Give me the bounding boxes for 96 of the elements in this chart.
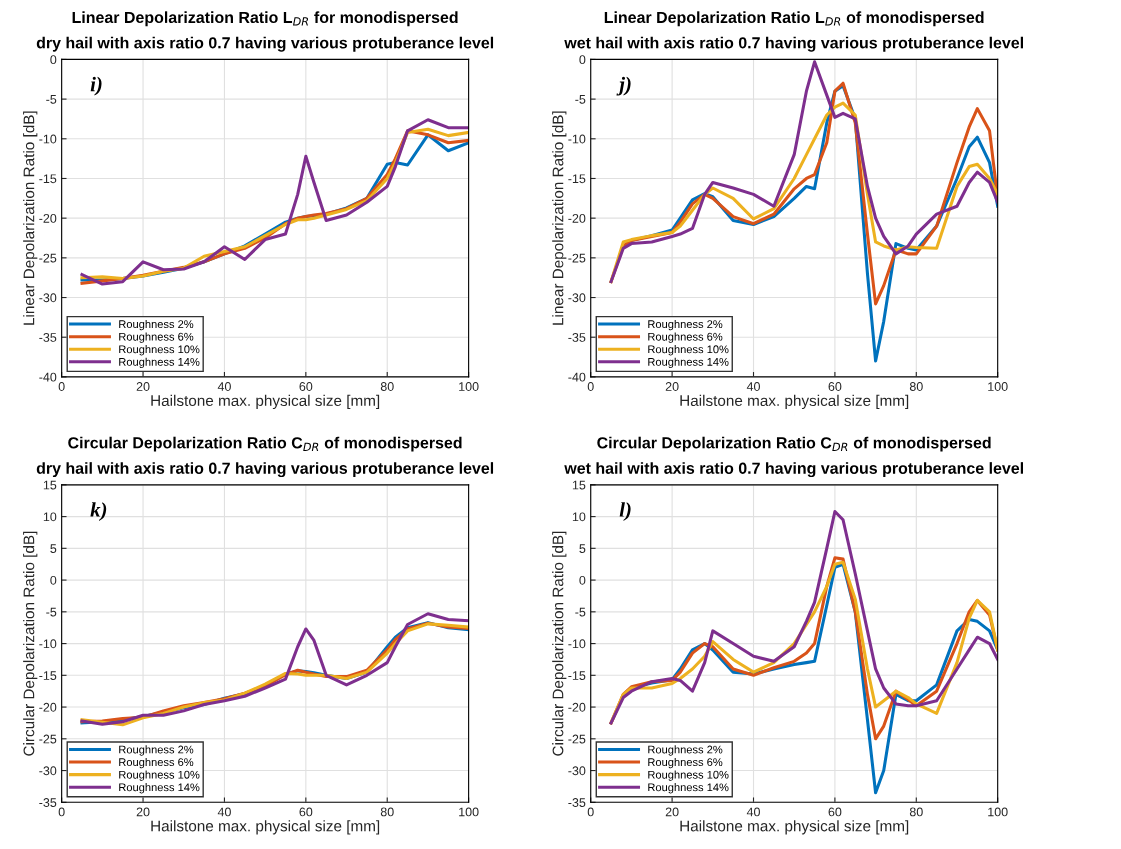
y-tick-label: -35	[568, 333, 586, 342]
legend-label: Roughness 2%	[119, 319, 194, 331]
x-tick-label: 20	[136, 382, 150, 391]
y-axis-title: Linear Depolarization Ratio [dB]	[23, 111, 38, 325]
y-tick-label: -30	[568, 766, 586, 776]
x-tick-label: 40	[746, 382, 760, 391]
y-tick-label: -15	[568, 174, 586, 184]
y-tick-label: -30	[568, 293, 586, 303]
legend-label: Roughness 6%	[119, 332, 194, 343]
y-tick-label: -15	[568, 671, 586, 680]
chart-title: Circular Depolarization Ratio C$_{DR}$ of monodispersed wet hail with axis ratio 0.7 having various protuberance level	[564, 436, 1023, 478]
y-tick-label: -25	[39, 734, 57, 744]
y-tick-label: -10	[39, 134, 57, 144]
y-tick-label: 0	[579, 575, 586, 585]
legend-label: Roughness 2%	[648, 745, 723, 756]
y-axis-title: Circular Depolarization Ratio [dB]	[23, 531, 38, 756]
x-tick-label: 80	[909, 382, 923, 391]
x-tick-label: 60	[828, 382, 842, 391]
legend-label: Roughness 10%	[648, 345, 729, 356]
x-tick-label: 40	[217, 382, 231, 391]
x-tick-label: 20	[136, 807, 150, 817]
chart-title: Linear Depolarization Ratio L$_{DR}$ of monodispersed wet hail with axis ratio 0.7 having various protuberance level	[564, 11, 1023, 52]
y-tick-label: -40	[568, 372, 586, 382]
y-tick-label: -40	[39, 372, 57, 382]
y-tick-label: 15	[43, 480, 57, 490]
x-axis-title: Hailstone max. physical size [mm]	[151, 394, 380, 410]
y-tick-label: 0	[50, 55, 57, 65]
x-tick-label: 40	[217, 807, 231, 817]
x-tick-label: 0	[58, 382, 65, 391]
legend-label: Roughness 14%	[119, 783, 200, 794]
y-tick-label: -35	[39, 798, 57, 807]
y-tick-label: -20	[39, 702, 57, 712]
x-tick-label: 0	[587, 382, 594, 391]
y-tick-label: 5	[50, 544, 57, 553]
y-tick-label: -35	[39, 333, 57, 342]
x-axis-title: Hailstone max. physical size [mm]	[151, 820, 380, 835]
x-axis-title: Hailstone max. physical size [mm]	[680, 394, 909, 410]
x-tick-label: 0	[58, 807, 65, 817]
x-tick-label: 100	[988, 382, 1008, 391]
y-tick-label: -5	[575, 95, 586, 104]
y-tick-label: -20	[568, 213, 586, 223]
y-tick-label: -25	[568, 253, 586, 263]
y-tick-label: 15	[572, 480, 586, 490]
x-tick-label: 40	[746, 807, 760, 817]
y-tick-label: 5	[579, 544, 586, 553]
y-tick-label: 0	[579, 55, 586, 65]
legend-label: Roughness 14%	[648, 357, 729, 369]
legend-label: Roughness 6%	[648, 757, 723, 769]
chart-title: Linear Depolarization Ratio L$_{DR}$ for monodispersed dry hail with axis ratio 0.7 having various protuberance level	[36, 11, 494, 52]
y-tick-label: -30	[39, 293, 57, 303]
legend-label: Roughness 14%	[119, 357, 200, 369]
x-tick-label: 80	[909, 807, 923, 817]
legend-label: Roughness 2%	[648, 319, 723, 331]
annotation: l)	[619, 502, 631, 522]
x-tick-label: 80	[380, 807, 394, 817]
y-tick-label: -10	[568, 639, 586, 649]
y-tick-label: -20	[39, 213, 57, 223]
y-tick-label: 10	[572, 512, 586, 522]
x-tick-label: 100	[459, 807, 479, 817]
x-tick-label: 60	[828, 807, 842, 817]
legend-label: Roughness 10%	[119, 345, 200, 356]
chart-title: Circular Depolarization Ratio C$_{DR}$ of monodispersed dry hail with axis ratio 0.7 having various protuberance level	[36, 436, 494, 478]
y-tick-label: 0	[50, 575, 57, 585]
y-tick-label: -20	[568, 702, 586, 712]
x-tick-label: 100	[459, 382, 479, 391]
x-tick-label: 20	[665, 382, 679, 391]
y-tick-label: -30	[39, 766, 57, 776]
y-tick-label: -5	[46, 95, 57, 104]
y-axis-title: Linear Depolarization Ratio [dB]	[552, 111, 567, 325]
legend-label: Roughness 14%	[648, 783, 729, 794]
y-tick-label: -25	[39, 253, 57, 263]
y-tick-label: -10	[39, 639, 57, 649]
legend-label: Roughness 6%	[119, 757, 194, 769]
x-tick-label: 60	[299, 807, 313, 817]
y-tick-label: -15	[39, 174, 57, 184]
y-tick-label: -5	[46, 607, 57, 617]
annotation: i)	[90, 76, 102, 96]
y-axis-title: Circular Depolarization Ratio [dB]	[552, 531, 567, 756]
y-tick-label: -5	[575, 607, 586, 617]
annotation: j)	[616, 76, 631, 96]
legend-label: Roughness 2%	[119, 745, 194, 756]
annotation: k)	[90, 502, 107, 522]
legend-label: Roughness 6%	[648, 332, 723, 343]
legend-label: Roughness 10%	[648, 770, 729, 781]
y-tick-label: -35	[568, 798, 586, 807]
x-tick-label: 0	[587, 807, 594, 817]
x-tick-label: 20	[665, 807, 679, 817]
x-tick-label: 60	[299, 382, 313, 391]
x-tick-label: 100	[988, 807, 1008, 817]
y-tick-label: 10	[43, 512, 57, 522]
legend-label: Roughness 10%	[119, 770, 200, 781]
y-tick-label: -10	[568, 134, 586, 144]
y-tick-label: -15	[39, 671, 57, 680]
y-tick-label: -25	[568, 734, 586, 744]
x-axis-title: Hailstone max. physical size [mm]	[680, 820, 909, 835]
x-tick-label: 80	[380, 382, 394, 391]
